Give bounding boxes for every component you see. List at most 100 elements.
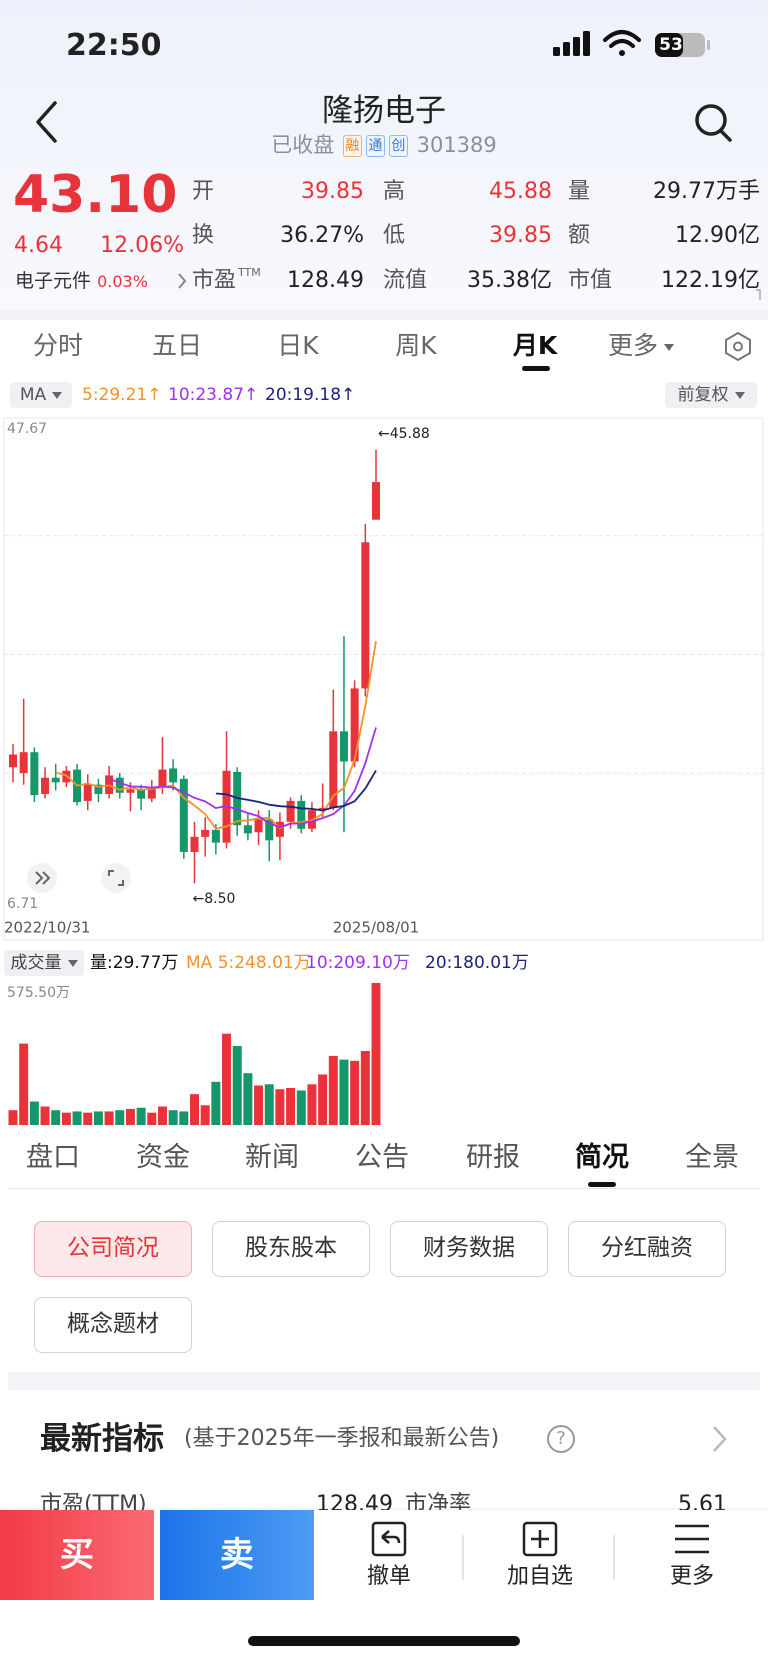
badge: 通 xyxy=(365,135,385,157)
detail-tab[interactable]: 新闻 xyxy=(245,1142,299,1173)
separator xyxy=(0,310,768,320)
status-time: 22:50 xyxy=(66,28,162,63)
volume-bar xyxy=(190,1094,199,1125)
profile-button[interactable]: 概念题材 xyxy=(34,1297,192,1353)
candle-body xyxy=(190,836,199,852)
pe-suffix: TTM xyxy=(238,266,261,279)
watch-icon xyxy=(522,1521,558,1557)
more-icon xyxy=(675,1524,709,1554)
quote-value: 39.85 xyxy=(489,223,552,248)
action-bar: 买 卖 撤单 加自选 更多 xyxy=(0,1510,768,1662)
detail-tab[interactable]: 研报 xyxy=(466,1142,520,1173)
adjust-selector[interactable]: 前复权 xyxy=(665,382,757,408)
profile-button[interactable]: 财务数据 xyxy=(390,1221,548,1277)
chevron-icon[interactable] xyxy=(178,273,187,289)
chevron-icon[interactable] xyxy=(713,1426,727,1452)
period-tab[interactable]: 分时 xyxy=(32,331,83,360)
period-tab[interactable]: 五日 xyxy=(151,331,202,360)
volume-ma5: MA 5:248.01万 xyxy=(186,953,311,973)
quote-value: 35.38亿 xyxy=(467,268,552,293)
period-tab[interactable]: 月K xyxy=(512,331,558,360)
volume-bar xyxy=(83,1112,93,1125)
volume-selector[interactable]: 成交量 xyxy=(4,950,84,976)
buy-button[interactable]: 买 xyxy=(0,1510,154,1600)
volume-bar xyxy=(125,1108,135,1125)
candle-body xyxy=(318,807,327,811)
volume-bar xyxy=(179,1111,189,1125)
sector[interactable]: 电子元件 0.03% xyxy=(15,268,148,295)
quote-value: 45.88 xyxy=(489,179,552,204)
candle-body xyxy=(339,731,348,762)
volume-bar xyxy=(286,1087,296,1125)
detail-tab[interactable]: 盘口 xyxy=(26,1142,80,1173)
quote-value: 36.27% xyxy=(280,223,364,248)
last-price: 43.10 xyxy=(13,165,178,225)
sector-name: 电子元件 xyxy=(15,270,92,292)
profile-button[interactable]: 公司简况 xyxy=(34,1221,192,1277)
quote-value: 12.90亿 xyxy=(675,223,760,248)
detail-tab[interactable]: 全景 xyxy=(685,1142,739,1173)
profile-button[interactable]: 分红融资 xyxy=(568,1221,726,1277)
ma-selector[interactable]: MA xyxy=(10,382,72,408)
candle-body xyxy=(275,821,284,837)
action-label[interactable]: 撤单 xyxy=(366,1564,411,1589)
volume-bar xyxy=(61,1112,71,1125)
volume-bar xyxy=(360,1050,370,1125)
quote-label: 量 xyxy=(568,179,591,204)
ma-selector-label: MA xyxy=(19,385,47,405)
tab-underline xyxy=(588,1182,616,1187)
expand-icon xyxy=(35,871,51,885)
period-tab[interactable]: 日K xyxy=(277,331,319,360)
volume-selector-label: 成交量 xyxy=(10,953,62,973)
candle-body xyxy=(169,768,178,783)
profile-button[interactable]: 股东股本 xyxy=(212,1221,370,1277)
candle-body xyxy=(94,784,103,794)
detail-tab[interactable]: 公告 xyxy=(355,1142,409,1173)
detail-tab[interactable]: 资金 xyxy=(136,1142,190,1173)
ma-line xyxy=(108,727,377,829)
sell-button[interactable]: 卖 xyxy=(160,1510,314,1600)
fullscreen-icon xyxy=(108,870,124,886)
period-tab[interactable]: 更多 xyxy=(591,328,691,364)
cancel-icon-arrow xyxy=(381,1530,401,1544)
annotation: ←45.88 xyxy=(378,426,430,442)
x-tick-label: 2022/10/31 xyxy=(4,919,90,937)
candle-body xyxy=(372,481,380,520)
quote-label: 换 xyxy=(192,223,215,248)
badge: 融 xyxy=(342,135,362,157)
volume-bar xyxy=(147,1112,157,1125)
y-tick-label: 575.50万 xyxy=(7,985,70,1001)
badge: 创 xyxy=(388,135,408,157)
volume-bar xyxy=(318,1074,328,1125)
candle-body xyxy=(158,769,167,787)
volume-bar xyxy=(40,1106,50,1125)
settings-icon[interactable] xyxy=(725,331,751,362)
fullscreen-button[interactable] xyxy=(101,863,131,893)
section-title: 最新指标 xyxy=(40,1421,164,1457)
candle-body xyxy=(179,778,188,852)
volume-bar xyxy=(339,1059,349,1125)
help-icon-ring xyxy=(547,1425,575,1453)
action-label[interactable]: 加自选 xyxy=(506,1564,573,1589)
help-icon[interactable]: ? xyxy=(556,1428,566,1449)
detail-tab[interactable]: 简况 xyxy=(575,1142,629,1173)
candle-body xyxy=(83,784,92,801)
wifi-icon xyxy=(603,30,641,56)
candle-body xyxy=(147,786,156,799)
volume-bar xyxy=(19,1043,29,1125)
back-icon[interactable] xyxy=(36,101,57,143)
action-label[interactable]: 更多 xyxy=(669,1564,714,1589)
volume-bar xyxy=(8,1110,18,1125)
market-status: 已收盘 xyxy=(271,133,335,157)
ma-line xyxy=(215,770,377,812)
period-tab[interactable]: 周K xyxy=(395,331,437,360)
search-icon[interactable] xyxy=(695,104,732,142)
volume-bar xyxy=(222,1033,232,1125)
candle-body xyxy=(265,819,274,841)
candle-body xyxy=(137,789,146,799)
candle-body xyxy=(201,829,210,837)
quote-value: 39.85 xyxy=(301,179,364,204)
adjust-label: 前复权 xyxy=(677,385,729,405)
annotation: ←8.50 xyxy=(193,891,236,907)
